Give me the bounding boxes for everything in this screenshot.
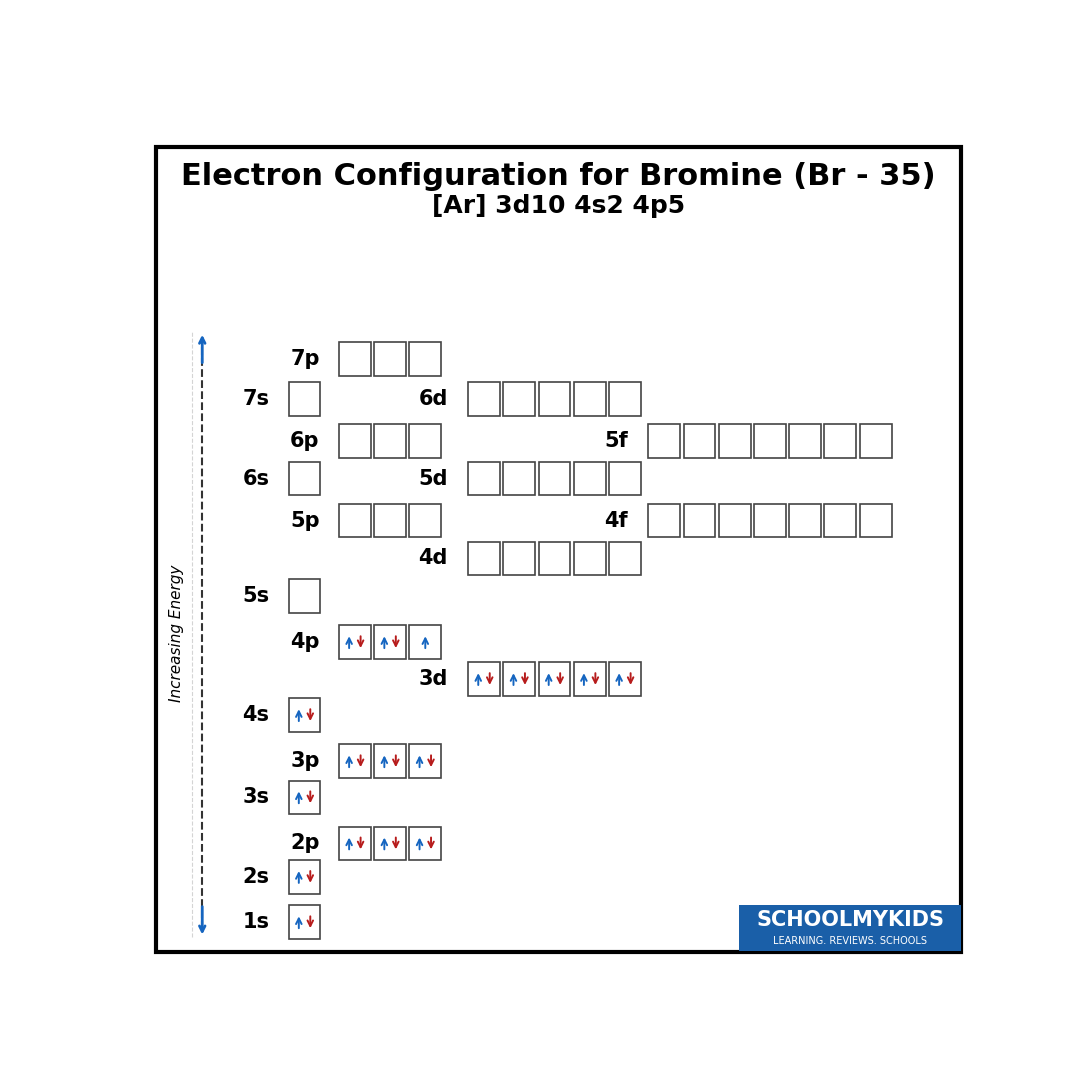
Bar — [339, 342, 371, 376]
Text: Increasing Energy: Increasing Energy — [169, 565, 184, 702]
Text: SCHOOLMYKIDS: SCHOOLMYKIDS — [756, 910, 944, 930]
Bar — [374, 745, 405, 778]
Text: 3d: 3d — [419, 669, 448, 689]
Bar — [789, 424, 821, 457]
Bar — [374, 342, 405, 376]
Bar — [573, 662, 606, 696]
Bar — [739, 905, 961, 951]
Bar — [573, 382, 606, 416]
Bar — [609, 382, 641, 416]
Bar — [683, 424, 715, 457]
Text: 4s: 4s — [242, 706, 269, 725]
Text: LEARNING. REVIEWS. SCHOOLS: LEARNING. REVIEWS. SCHOOLS — [773, 935, 926, 945]
Text: 5f: 5f — [605, 431, 628, 451]
Bar — [339, 827, 371, 860]
Bar — [504, 662, 535, 696]
Bar — [374, 625, 405, 659]
Text: 5d: 5d — [419, 468, 448, 489]
Bar — [718, 424, 751, 457]
Bar — [289, 860, 320, 894]
Text: 7s: 7s — [242, 389, 269, 409]
Bar — [538, 662, 570, 696]
Bar — [410, 745, 441, 778]
Text: 6s: 6s — [242, 468, 269, 489]
Bar — [504, 462, 535, 495]
Bar — [289, 579, 320, 613]
Bar — [410, 504, 441, 537]
Bar — [718, 504, 751, 537]
Bar — [374, 424, 405, 457]
Text: 6d: 6d — [419, 389, 448, 409]
Text: Electron Configuration for Bromine (Br - 35): Electron Configuration for Bromine (Br -… — [181, 162, 936, 192]
Bar — [538, 382, 570, 416]
Bar — [649, 504, 680, 537]
Bar — [339, 625, 371, 659]
Text: 1s: 1s — [242, 913, 269, 932]
Bar — [504, 382, 535, 416]
Bar — [468, 382, 500, 416]
Text: [Ar] 3d10 4s2 4p5: [Ar] 3d10 4s2 4p5 — [432, 194, 686, 218]
Bar — [468, 462, 500, 495]
Bar — [504, 541, 535, 575]
Text: 3p: 3p — [290, 751, 319, 771]
Bar — [824, 504, 857, 537]
Text: 4f: 4f — [605, 511, 628, 530]
Bar — [410, 342, 441, 376]
Bar — [860, 424, 892, 457]
Bar — [609, 462, 641, 495]
Bar — [410, 424, 441, 457]
Bar — [468, 662, 500, 696]
Bar — [789, 504, 821, 537]
Bar — [289, 698, 320, 732]
Text: 4p: 4p — [290, 633, 319, 652]
Bar — [289, 905, 320, 939]
Text: 5s: 5s — [242, 586, 269, 607]
Bar — [339, 504, 371, 537]
Bar — [289, 781, 320, 815]
Text: 2p: 2p — [290, 833, 319, 854]
Bar — [649, 424, 680, 457]
Bar — [289, 382, 320, 416]
Bar — [410, 625, 441, 659]
Bar — [609, 662, 641, 696]
Text: 3s: 3s — [242, 787, 269, 807]
Bar — [339, 424, 371, 457]
Bar — [410, 827, 441, 860]
Text: 7p: 7p — [290, 348, 319, 369]
Bar — [289, 462, 320, 495]
Bar — [573, 541, 606, 575]
Bar — [538, 462, 570, 495]
Bar — [754, 504, 786, 537]
Bar — [374, 827, 405, 860]
Text: 5p: 5p — [290, 511, 319, 530]
Bar — [754, 424, 786, 457]
Text: 4d: 4d — [419, 549, 448, 568]
Bar — [573, 462, 606, 495]
Bar — [683, 504, 715, 537]
Bar — [860, 504, 892, 537]
Bar — [824, 424, 857, 457]
Text: 2s: 2s — [242, 867, 269, 886]
Bar — [609, 541, 641, 575]
Bar — [339, 745, 371, 778]
Bar — [468, 541, 500, 575]
Bar — [538, 541, 570, 575]
Text: 6p: 6p — [290, 431, 319, 451]
Bar — [374, 504, 405, 537]
